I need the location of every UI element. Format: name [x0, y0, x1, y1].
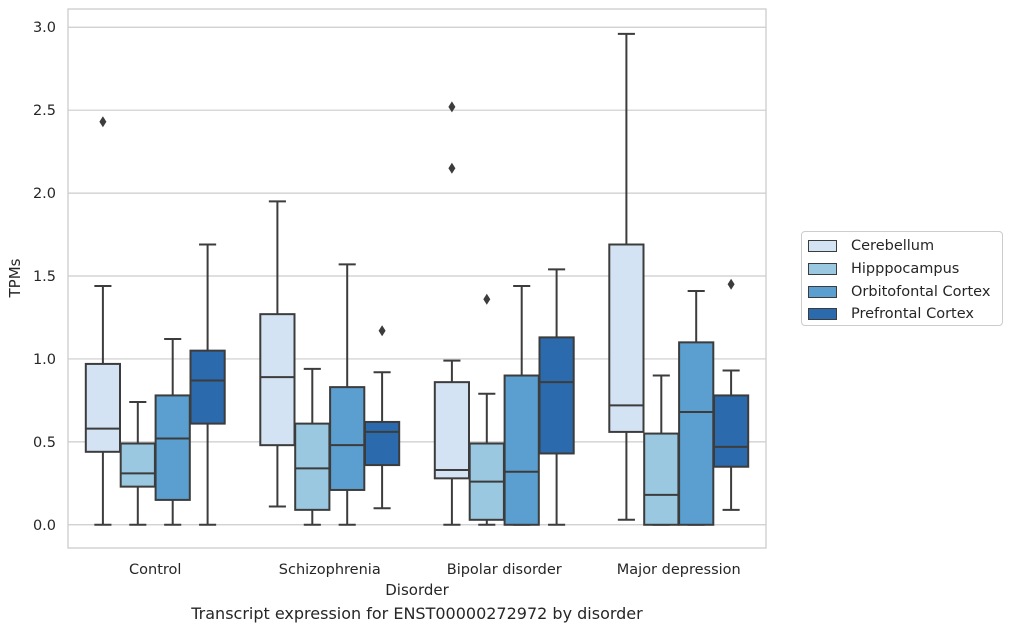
iqr-box — [678, 341, 715, 526]
box-cerebellum — [433, 101, 471, 526]
iqr-box — [643, 432, 680, 526]
x-tick-labels: Control Schizophrenia Bipolar disorder Majo… — [129, 562, 741, 578]
outlier-point — [483, 293, 491, 305]
y-tick-label: 3.0 — [33, 20, 56, 36]
y-tick-labels: 0.0 0.5 1.0 1.5 2.0 2.5 3.0 — [33, 20, 56, 534]
outlier-point — [727, 278, 735, 290]
iqr-box — [259, 313, 296, 447]
legend-item: Prefrontal Cortex — [808, 303, 1002, 326]
legend-item: Cerebellum — [808, 235, 1002, 258]
legend: Cerebellum Hipppocampus Orbitofontal Corte… — [801, 231, 1003, 326]
y-tick-label: 0.5 — [33, 435, 56, 451]
box-prefrontal-cortex — [363, 325, 401, 510]
y-axis-label: TPMs — [6, 258, 24, 298]
legend-label: Cerebellum — [851, 238, 935, 255]
iqr-box — [154, 394, 191, 501]
y-tick-label: 1.5 — [33, 269, 56, 285]
box-prefrontal-cortex — [189, 243, 226, 526]
iqr-box — [363, 420, 401, 467]
x-tick-label: Schizophrenia — [279, 562, 381, 578]
y-tick-label: 1.0 — [33, 352, 56, 368]
y-tick-label: 2.0 — [33, 186, 56, 202]
iqr-box — [503, 374, 540, 526]
legend-swatch — [808, 263, 837, 276]
iqr-box — [329, 386, 366, 491]
x-tick-label: Control — [129, 562, 181, 578]
iqr-box — [119, 442, 156, 488]
plot-frame — [67, 8, 767, 549]
box-groups — [84, 32, 750, 526]
box-hipppocampus — [294, 367, 331, 526]
box-orbitofontal-cortex — [329, 263, 366, 526]
box-hipppocampus — [643, 374, 680, 526]
y-tick-label: 0.0 — [33, 518, 56, 534]
y-tick-label: 2.5 — [33, 103, 56, 119]
box-orbitofontal-cortex — [503, 284, 540, 526]
legend-swatch — [808, 308, 837, 321]
x-tick-label: Bipolar disorder — [447, 562, 562, 578]
legend-label: Orbitofontal Cortex — [851, 283, 991, 300]
box-prefrontal-cortex — [712, 278, 750, 511]
box-hipppocampus — [119, 401, 156, 526]
iqr-box — [712, 394, 750, 468]
outlier-point — [378, 325, 386, 337]
iqr-box — [294, 422, 331, 511]
outlier-point — [448, 162, 456, 174]
box-cerebellum — [608, 32, 645, 521]
legend-label: Hipppocampus — [851, 261, 960, 278]
legend-swatch — [808, 240, 837, 253]
iqr-box — [84, 362, 122, 453]
legend-swatch — [808, 285, 837, 298]
legend-item: Hipppocampus — [808, 258, 1002, 281]
box-prefrontal-cortex — [538, 268, 575, 526]
box-orbitofontal-cortex — [154, 338, 191, 526]
x-axis-label: Disorder — [385, 581, 449, 599]
iqr-box — [608, 243, 645, 433]
legend-item: Orbitofontal Cortex — [808, 280, 1002, 303]
box-cerebellum — [84, 116, 122, 526]
iqr-box — [433, 381, 471, 480]
box-cerebellum — [259, 200, 296, 508]
x-tick-label: Major depression — [617, 562, 741, 578]
iqr-box — [189, 349, 226, 425]
iqr-box — [538, 336, 575, 455]
legend-label: Prefrontal Cortex — [851, 306, 974, 323]
outlier-point — [448, 101, 456, 113]
chart-caption: Transcript expression for ENST0000027297… — [191, 604, 643, 623]
outlier-point — [99, 116, 107, 128]
box-orbitofontal-cortex — [678, 289, 715, 526]
